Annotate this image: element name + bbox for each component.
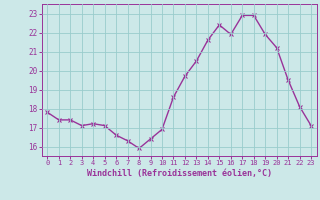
X-axis label: Windchill (Refroidissement éolien,°C): Windchill (Refroidissement éolien,°C) [87,169,272,178]
